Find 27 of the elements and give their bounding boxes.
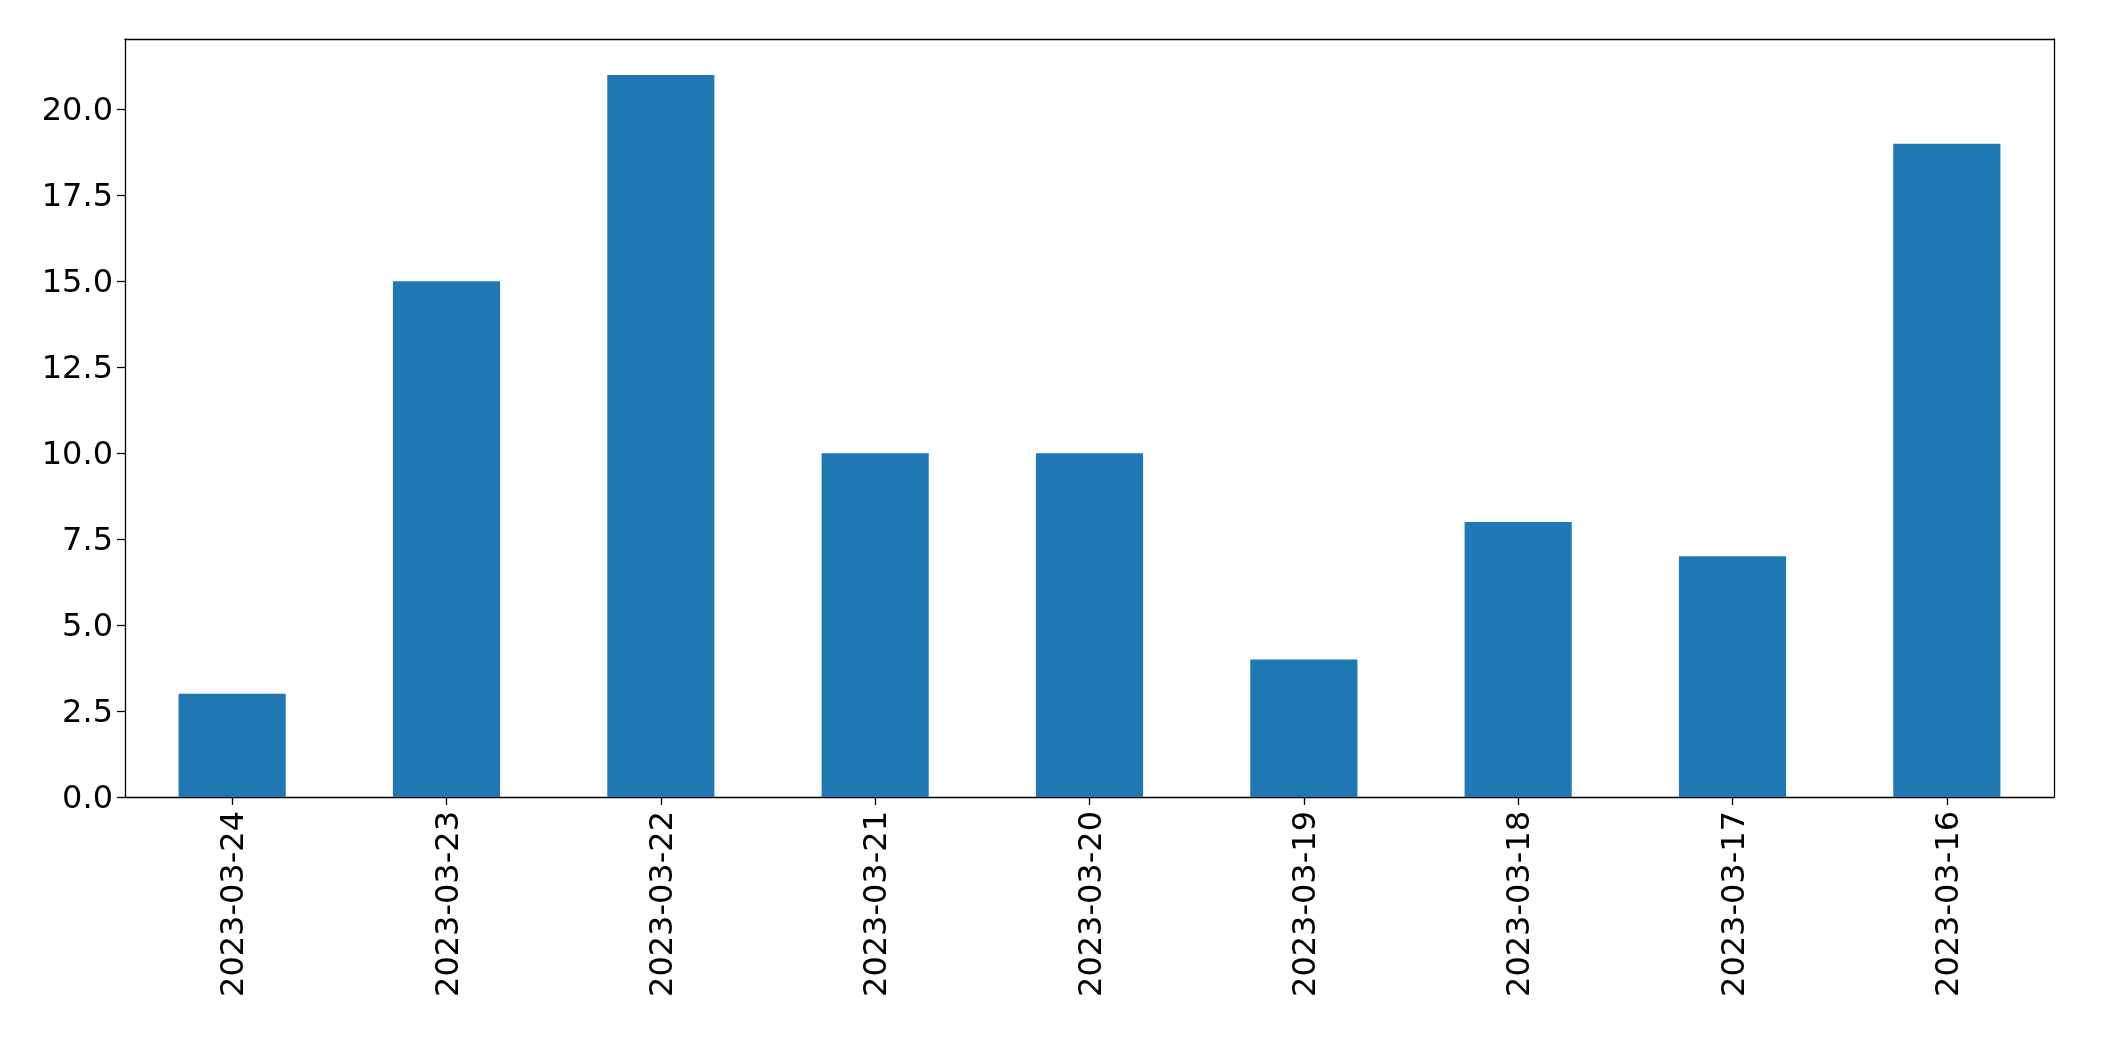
x-tick-label: 2023-03-18 [1499, 811, 1538, 997]
y-tick-label: 12.5 [41, 348, 113, 387]
y-tick-label: 17.5 [41, 176, 113, 215]
x-tick-label: 2023-03-23 [427, 811, 466, 997]
y-tick-label: 15.0 [41, 262, 113, 301]
bar [1464, 521, 1572, 797]
y-tick-label: 20.0 [41, 90, 113, 129]
y-tick-label: 10.0 [41, 434, 113, 473]
bar [178, 693, 286, 797]
x-tick-label: 2023-03-21 [856, 811, 895, 997]
y-tick-label: 7.5 [62, 520, 113, 559]
y-tick-label: 2.5 [62, 692, 113, 731]
x-tick-label: 2023-03-16 [1927, 811, 1966, 997]
bar [392, 281, 501, 797]
x-tick-label: 2023-03-19 [1284, 811, 1323, 997]
bar [821, 453, 929, 797]
bar [1035, 453, 1144, 797]
bar [1678, 556, 1787, 797]
x-tick-label: 2023-03-17 [1713, 811, 1752, 997]
x-tick-label: 2023-03-22 [641, 811, 680, 997]
bar [1250, 659, 1358, 797]
x-tick-label: 2023-03-20 [1070, 811, 1109, 997]
x-tick-label: 2023-03-24 [213, 811, 252, 997]
y-tick-label: 5.0 [62, 606, 113, 645]
bar [1893, 143, 2001, 797]
bar [607, 75, 715, 797]
y-tick-label: 0.0 [62, 778, 113, 816]
